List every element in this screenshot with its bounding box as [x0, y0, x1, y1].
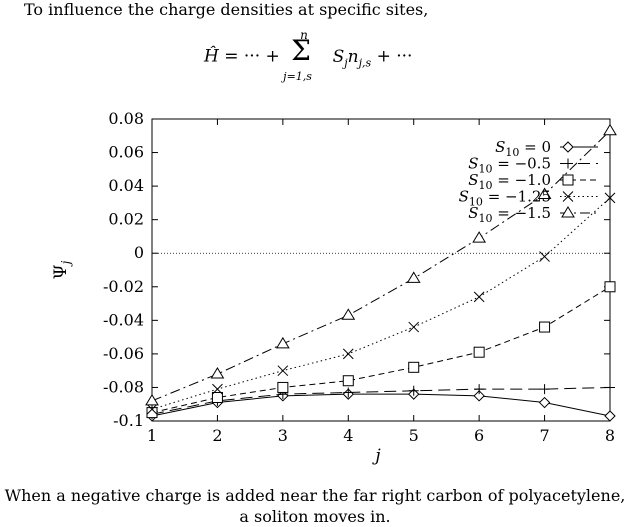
y-tick-label: 0.02: [108, 210, 144, 229]
x-tick-label: 4: [343, 426, 353, 445]
series-layer: [145, 123, 617, 422]
data-point: [212, 383, 223, 395]
hamiltonian-equation: Ĥ = ··· + n Σ j=1,s Sjnj,s + ···: [204, 28, 413, 83]
caption-line-2: a soliton moves in.: [239, 507, 391, 526]
series-line: [151, 286, 611, 414]
plot-border: [151, 118, 611, 422]
data-point: [408, 385, 419, 396]
data-point: [406, 271, 421, 283]
data-point: [604, 410, 616, 422]
y-tick-label: 0: [134, 243, 144, 262]
equation-tail: + ···: [376, 46, 413, 67]
caption-line-1: When a negative charge is added near the…: [4, 486, 626, 505]
x-axis-label: j: [371, 446, 381, 466]
series-square: [146, 281, 616, 419]
data-point: [539, 384, 550, 395]
legend-label: S10 = −1.0: [468, 171, 551, 192]
data-point: [473, 291, 485, 303]
data-point: [341, 308, 356, 320]
legend-label: S10 = −0.5: [468, 155, 551, 176]
y-tick-label: -0.1: [113, 411, 144, 430]
equation-operator: = ··· +: [224, 46, 286, 67]
equation-term: Sjnj,s: [332, 46, 372, 69]
y-tick-label: 0.08: [108, 109, 144, 128]
x-tick-label: 2: [212, 426, 222, 445]
legend-marker: [561, 206, 575, 218]
series-line: [151, 197, 611, 410]
data-point: [343, 387, 354, 398]
data-point: [211, 392, 223, 404]
summation-sign: n Σ j=1,s: [283, 28, 327, 83]
legend-marker: [562, 174, 574, 186]
plot-frame: 1 2 3 4 5 6 7 8 0.08 0.06 0.04 0.02 0 -0.02 -0.04 -0.06…: [51, 109, 615, 466]
y-tick-label: -0.08: [103, 377, 144, 396]
equation-lhs: Ĥ: [204, 46, 219, 67]
figure-caption: When a negative charge is added near the…: [0, 485, 630, 527]
data-point: [473, 346, 485, 358]
series-line: [151, 386, 611, 415]
data-point: [342, 375, 354, 387]
data-point: [474, 384, 485, 395]
data-point: [277, 365, 289, 377]
legend-label: S10 = 0: [495, 138, 551, 159]
data-point: [408, 361, 420, 373]
series-cross: [146, 192, 616, 415]
data-point: [603, 123, 617, 136]
series-line: [151, 393, 611, 417]
data-point: [539, 321, 551, 333]
y-tick-label: -0.06: [103, 344, 144, 363]
data-point: [146, 403, 158, 415]
legend-marker: [562, 191, 574, 202]
sum-symbol: Σ: [291, 34, 311, 67]
data-point: [210, 367, 225, 379]
sum-lower-limit: j=1,s: [283, 70, 312, 83]
sum-upper-limit: n: [300, 28, 308, 42]
legend-label: S10 = −1.25: [459, 188, 551, 209]
data-point: [604, 192, 616, 204]
data-point: [539, 251, 550, 262]
data-point: [146, 407, 158, 419]
data-point: [604, 281, 616, 293]
data-point: [275, 336, 290, 349]
data-point: [605, 382, 615, 393]
data-point: [538, 396, 551, 409]
x-tick-label: 3: [278, 426, 288, 445]
data-point: [277, 381, 289, 393]
y-tick-label: -0.02: [103, 277, 144, 296]
data-point: [408, 321, 420, 333]
data-point: [145, 393, 159, 406]
y-tick-label: 0.04: [108, 176, 144, 195]
x-tick-label: 8: [605, 426, 615, 445]
legend-marker: [562, 141, 574, 153]
x-tick-label: 7: [539, 426, 549, 445]
series-triangle: [145, 123, 617, 406]
x-tick-label: 5: [409, 426, 419, 445]
x-tick-label: 1: [147, 426, 157, 445]
intro-text: To influence the charge densities at spe…: [24, 0, 429, 19]
y-tick-label: -0.04: [103, 310, 144, 329]
series-line: [151, 130, 611, 402]
data-point: [342, 348, 354, 360]
data-point: [537, 187, 552, 199]
legend-label: S10 = −1.5: [468, 204, 551, 225]
legend-marker: [563, 158, 573, 169]
data-point: [473, 390, 485, 402]
x-tick-label: 6: [474, 426, 484, 445]
data-point: [472, 231, 487, 243]
y-tick-label: 0.06: [108, 143, 144, 162]
y-axis-label: Ψj: [51, 260, 73, 279]
